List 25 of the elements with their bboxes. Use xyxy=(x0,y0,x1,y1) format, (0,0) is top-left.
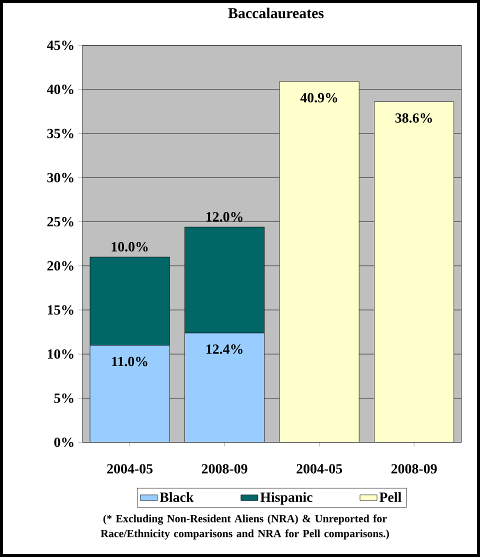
x-tick-label: 2008-09 xyxy=(391,464,437,474)
y-tick-label: 20% xyxy=(47,261,74,271)
legend-label: Black xyxy=(160,492,194,502)
y-tick-label: 45% xyxy=(46,40,74,50)
legend-label: Pell xyxy=(379,492,402,502)
x-tick-label: 2004-05 xyxy=(296,464,342,474)
x-tick-label: 2004-05 xyxy=(107,464,153,474)
y-tick-label: 10% xyxy=(48,349,74,359)
data-label: 11.0% xyxy=(112,356,148,366)
y-tick-label: 30% xyxy=(47,172,74,182)
chart-title: Baccalaureates xyxy=(228,8,324,18)
y-tick-label: 25% xyxy=(47,217,74,226)
text: (* Excluding Non-Resident Aliens (NRA) & Unreported for Race/Ethnicity comparisons and NRA for Pell comparisons.) xyxy=(100,514,389,540)
data-label: 10.0% xyxy=(112,242,148,252)
y-tick-label: 35% xyxy=(47,128,74,138)
data-label: 38.6% xyxy=(395,113,432,123)
y-tick-label: 0% xyxy=(54,438,74,448)
y-tick-label: 40% xyxy=(46,84,74,94)
data-label: 40.9% xyxy=(300,92,338,102)
legend-label: Hispanic xyxy=(260,492,312,505)
data-label: 12.4% xyxy=(206,344,242,354)
x-tick-label: 2008-09 xyxy=(202,464,248,474)
data-label: 12.0% xyxy=(206,212,242,222)
y-tick-label: 15% xyxy=(48,305,74,315)
y-tick-label: 5% xyxy=(54,393,74,403)
